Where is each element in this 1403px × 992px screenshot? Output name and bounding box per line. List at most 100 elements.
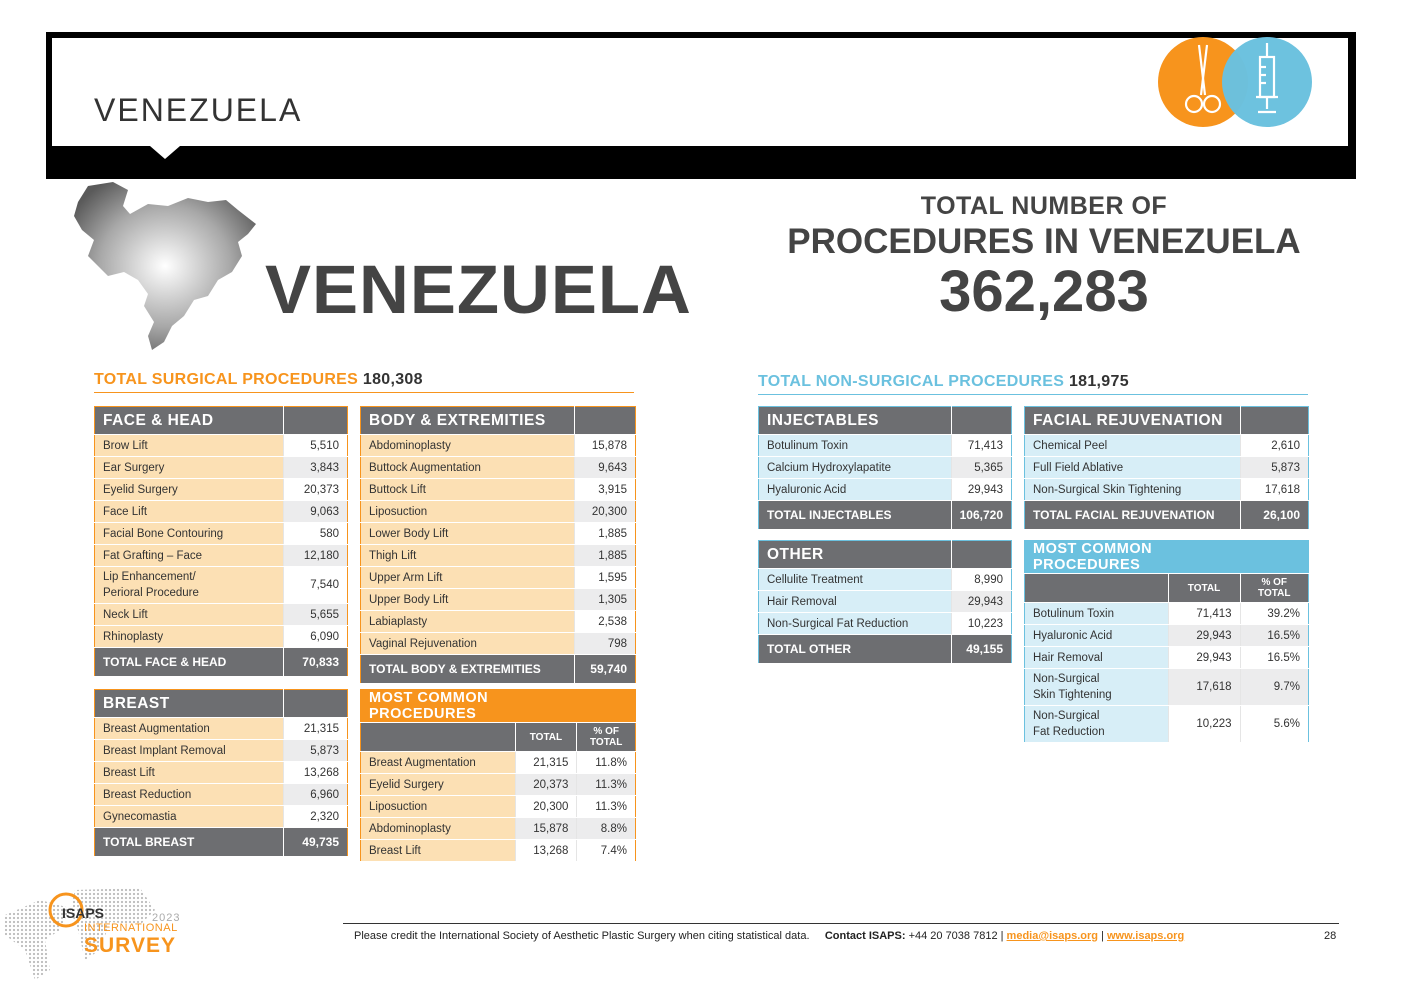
row-label: Non-Surgical Skin Tightening (1024, 478, 1241, 501)
row-percent: 16.5% (1239, 646, 1309, 669)
row-label: Thigh Lift (360, 544, 575, 567)
row-label: Gynecomastia (94, 805, 284, 828)
row-value: 5,655 (283, 603, 348, 626)
row-label: Lip Enhancement/Perioral Procedure (94, 566, 284, 604)
row-label-line1: Vaginal Rejuvenation (369, 637, 477, 650)
row-label-line1: Neck Lift (103, 608, 148, 621)
row-value: 20,300 (514, 795, 577, 818)
table-total-row: TOTAL OTHER 49,155 (758, 634, 1012, 664)
footer-credit: Please credit the International Society … (354, 930, 1184, 942)
row-percent: 39.2% (1239, 602, 1309, 625)
row-label-line1: Liposuction (369, 505, 428, 518)
syringe-icon (1222, 37, 1312, 127)
table-row: Abdominoplasty 15,878 (360, 434, 636, 457)
row-label: Breast Lift (94, 761, 284, 784)
table-header-row: MOST COMMON PROCEDURES (1024, 540, 1309, 574)
subheader-pct: % OF TOTAL (1239, 573, 1309, 603)
total-label: TOTAL FACE & HEAD (94, 647, 284, 677)
table-row: Hair Removal 29,943 (758, 590, 1012, 613)
row-percent: 11.8% (576, 751, 636, 774)
row-label-line1: Rhinoplasty (103, 630, 164, 643)
row-label: Cellulite Treatment (758, 568, 952, 591)
subheader-pct: % OF TOTAL (576, 722, 636, 752)
surgical-title-label: TOTAL SURGICAL PROCEDURES (94, 371, 359, 388)
row-label-line1: Full Field Ablative (1033, 461, 1124, 474)
surgical-section-title: TOTAL SURGICAL PROCEDURES 180,308 (94, 371, 634, 393)
row-value: 21,315 (514, 751, 577, 774)
table-row: Face Lift 9,063 (94, 500, 348, 523)
row-label-line1: Breast Lift (103, 766, 155, 779)
row-label: Ear Surgery (94, 456, 284, 479)
total-label: TOTAL FACIAL REJUVENATION (1024, 500, 1241, 530)
table-row: Cellulite Treatment 8,990 (758, 568, 1012, 591)
table-header-label: INJECTABLES (758, 406, 952, 435)
row-percent: 7.4% (576, 839, 636, 862)
row-label-line1: Hair Removal (767, 595, 837, 608)
row-value: 580 (283, 522, 348, 545)
row-label-line1: Lower Body Lift (369, 527, 449, 540)
table-header-blank (283, 406, 348, 435)
table-total-row: TOTAL INJECTABLES 106,720 (758, 500, 1012, 530)
row-label-line1: Non-Surgical (1033, 710, 1100, 722)
row-label-line1: Botulinum Toxin (1033, 607, 1114, 620)
table-row: Botulinum Toxin 71,413 (758, 434, 1012, 457)
table-row: Eyelid Surgery 20,373 11.3% (360, 773, 636, 796)
row-label: Buttock Lift (360, 478, 575, 501)
website-link[interactable]: www.isaps.org (1106, 930, 1185, 942)
table-header-row: FACIAL REJUVENATION (1024, 406, 1309, 435)
row-value: 29,943 (1167, 646, 1241, 669)
surgical-most-common-table: MOST COMMON PROCEDURES TOTAL% OF TOTAL Brea… (360, 689, 636, 862)
surgical-total-value: 180,308 (362, 371, 423, 388)
contact-label: Contact ISAPS: (824, 930, 906, 942)
row-label-line1: Eyelid Surgery (369, 778, 444, 791)
footer-separator: | (1101, 930, 1104, 942)
total-procedures-value: 362,283 (939, 259, 1149, 324)
breast-table: BREAST Breast Augmentation 21,315 Breast Im… (94, 689, 348, 857)
table-row: Vaginal Rejuvenation 798 (360, 632, 636, 655)
row-value: 29,943 (951, 590, 1012, 613)
row-label: Breast Augmentation (94, 717, 284, 740)
table-row: Upper Arm Lift 1,595 (360, 566, 636, 589)
row-label: Eyelid Surgery (360, 773, 515, 796)
table-row: Rhinoplasty 6,090 (94, 625, 348, 648)
table-header-label: FACIAL REJUVENATION (1024, 406, 1241, 435)
table-row: Hyaluronic Acid 29,943 16.5% (1024, 624, 1309, 647)
row-value: 2,538 (574, 610, 636, 633)
table-header-blank (950, 406, 1012, 435)
row-label: Lower Body Lift (360, 522, 575, 545)
row-value: 10,223 (951, 612, 1012, 635)
row-value: 21,315 (283, 717, 348, 740)
row-label: Fat Grafting – Face (94, 544, 284, 567)
row-value: 15,878 (574, 434, 636, 457)
credit-text: Please credit the International Society … (354, 930, 810, 942)
table-row: Liposuction 20,300 11.3% (360, 795, 636, 818)
row-label: Non-Surgical Fat Reduction (758, 612, 952, 635)
table-header-blank (951, 540, 1012, 569)
face-head-table: FACE & HEAD Brow Lift 5,510 Ear Surgery 3,84… (94, 406, 348, 677)
row-label: Eyelid Surgery (94, 478, 284, 501)
table-row: Breast Augmentation 21,315 (94, 717, 348, 740)
table-row: Lip Enhancement/Perioral Procedure 7,540 (94, 566, 348, 604)
row-value: 20,373 (514, 773, 577, 796)
nonsurgical-section-title: TOTAL NON-SURGICAL PROCEDURES 181,975 (758, 373, 1308, 395)
table-header-blank (1240, 406, 1309, 435)
row-label-line1: Non-Surgical Fat Reduction (767, 617, 909, 630)
email-link[interactable]: media@isaps.org (1006, 930, 1098, 942)
table-header-blank (515, 689, 636, 723)
row-label-line1: Buttock Lift (369, 483, 426, 496)
footer-divider (343, 923, 1339, 924)
row-value: 5,510 (283, 434, 348, 457)
table-row: Full Field Ablative 5,873 (1024, 456, 1309, 479)
row-value: 15,878 (514, 817, 577, 840)
subheader-pct-line2: TOTAL (1258, 588, 1291, 599)
table-row: Non-Surgical Skin Tightening 17,618 (1024, 478, 1309, 501)
row-label: Hyaluronic Acid (758, 478, 952, 501)
table-row: Calcium Hydroxylapatite 5,365 (758, 456, 1012, 479)
country-name: VENEZUELA (265, 251, 692, 328)
table-row: Breast Lift 13,268 7.4% (360, 839, 636, 862)
total-label: TOTAL BREAST (94, 827, 284, 857)
table-total-row: TOTAL FACE & HEAD 70,833 (94, 647, 348, 677)
header-panel (52, 38, 1348, 146)
row-label-line1: Face Lift (103, 505, 148, 518)
table-header-row: OTHER (758, 540, 1012, 569)
